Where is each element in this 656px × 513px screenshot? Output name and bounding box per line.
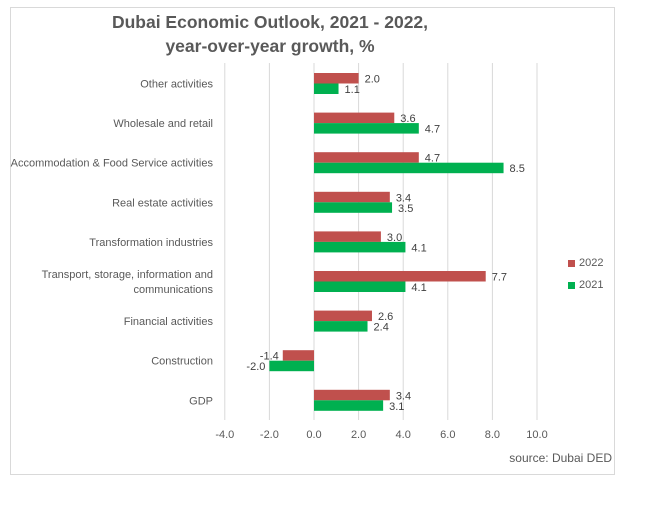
bar-2021 (314, 202, 393, 213)
x-tick-label: -4.0 (215, 429, 234, 441)
bar-2021 (314, 123, 419, 134)
data-label-2022: 2.6 (378, 311, 393, 323)
data-label-2021: 2.4 (374, 322, 389, 334)
x-tick-label: 0.0 (306, 429, 321, 441)
chart-title: Dubai Economic Outlook, 2021 - 2022, (111, 12, 429, 32)
bar-2021 (314, 162, 504, 174)
x-tick-label: 2.0 (351, 429, 366, 441)
source-note: source: Dubai DED (509, 451, 612, 465)
category-label: Transport, storage, information and (42, 269, 213, 281)
bar-2022 (314, 191, 390, 203)
data-label-2022: 3.6 (400, 113, 415, 125)
legend-item-2022: 2022 (568, 252, 603, 274)
x-tick-label: 4.0 (396, 429, 411, 441)
bar-2022 (314, 310, 372, 322)
data-label-2021: 3.1 (389, 401, 404, 413)
data-label-2021: -2.0 (246, 361, 265, 373)
data-label-2022: 7.7 (492, 272, 507, 284)
data-label-2022: 2.0 (365, 74, 380, 86)
data-label-2022: -1.4 (260, 351, 279, 363)
bar-2022 (314, 389, 390, 401)
data-label-2022: 3.4 (396, 390, 411, 402)
x-tick-label: 10.0 (526, 429, 547, 441)
bar-2021 (269, 360, 314, 372)
legend-swatch-2021 (568, 281, 575, 289)
category-label: Other activities (140, 79, 213, 91)
chart-subtitle: year-over-year growth, % (165, 36, 375, 56)
legend-label-2021: 2021 (579, 279, 604, 291)
data-label-2021: 4.1 (411, 242, 426, 254)
legend-item-2021: 2021 (568, 274, 603, 296)
category-label: Accommodation & Food Service activities (11, 158, 214, 170)
data-label-2022: 3.4 (396, 192, 411, 204)
category-label: communications (134, 284, 214, 296)
x-tick-label: 6.0 (440, 429, 455, 441)
category-label: Financial activities (124, 316, 214, 328)
bar-2021 (314, 281, 406, 292)
legend-swatch-2022 (568, 259, 575, 267)
category-label: Wholesale and retail (113, 118, 213, 130)
x-tick-label: 8.0 (485, 429, 500, 441)
data-label-2021: 4.7 (425, 124, 440, 136)
bar-2021 (314, 83, 339, 94)
chart-frame (10, 7, 615, 475)
bar-2022 (314, 271, 486, 282)
data-label-2022: 3.0 (387, 232, 402, 244)
bar-2021 (314, 400, 384, 411)
data-label-2021: 8.5 (510, 163, 525, 175)
data-label-2022: 4.7 (425, 153, 440, 165)
category-label: Construction (151, 356, 213, 368)
category-label: GDP (189, 395, 213, 407)
bar-2022 (314, 112, 395, 124)
category-label: Transformation industries (89, 237, 213, 249)
bar-2022 (282, 350, 314, 361)
legend-label-2022: 2022 (579, 257, 604, 269)
bar-2022 (314, 152, 419, 163)
data-label-2021: 4.1 (411, 282, 426, 294)
bar-2022 (314, 231, 381, 242)
legend: 2022 2021 (568, 252, 603, 296)
x-tick-label: -2.0 (260, 429, 279, 441)
data-label-2021: 3.5 (398, 203, 413, 215)
data-label-2021: 1.1 (345, 84, 360, 96)
bar-2022 (314, 73, 359, 84)
bar-2021 (314, 321, 368, 332)
bar-2021 (314, 241, 406, 253)
category-label: Real estate activities (112, 197, 213, 209)
